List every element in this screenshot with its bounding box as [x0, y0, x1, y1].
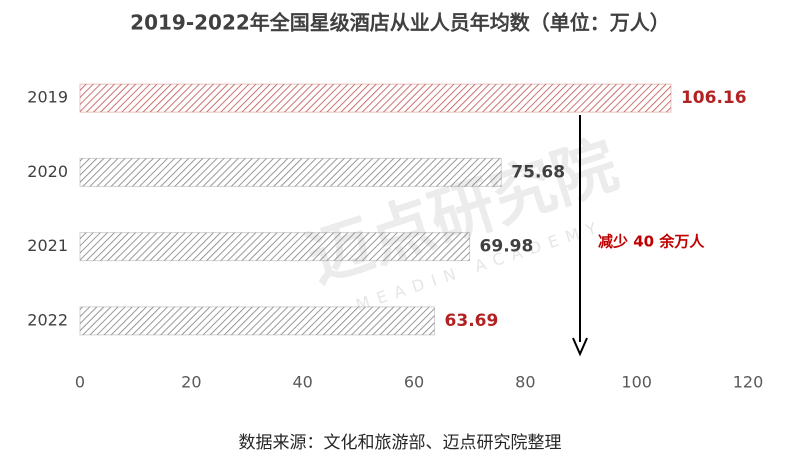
- x-tick-label: 40: [292, 373, 312, 392]
- y-tick-label: 2021: [27, 236, 68, 255]
- source-note: 数据来源：文化和旅游部、迈点研究院整理: [239, 433, 562, 453]
- y-tick-label: 2020: [27, 162, 68, 181]
- value-label: 106.16: [681, 88, 747, 108]
- chart-title: 2019-2022年全国星级酒店从业人员年均数（单位：万人）: [130, 11, 670, 35]
- x-tick-label: 100: [621, 373, 652, 392]
- y-tick-label: 2019: [27, 88, 68, 107]
- bar: [79, 232, 471, 262]
- watermark: 迈点研究院 MEADIN ACADEMY: [299, 128, 626, 315]
- arrow-head: [572, 337, 588, 357]
- value-label: 75.68: [511, 162, 565, 182]
- x-tick-label: 0: [75, 373, 85, 392]
- value-label: 69.98: [480, 237, 534, 257]
- bar: [79, 306, 436, 336]
- bar: [79, 157, 502, 187]
- x-tick-label: 60: [404, 373, 424, 392]
- x-tick-label: 120: [733, 373, 764, 392]
- bar: [79, 83, 672, 113]
- value-label: 63.69: [445, 311, 499, 331]
- y-tick-label: 2022: [27, 310, 68, 329]
- x-tick-label: 80: [515, 373, 535, 392]
- annotation: 减少 40 余万人: [598, 233, 705, 251]
- x-tick-label: 20: [181, 373, 201, 392]
